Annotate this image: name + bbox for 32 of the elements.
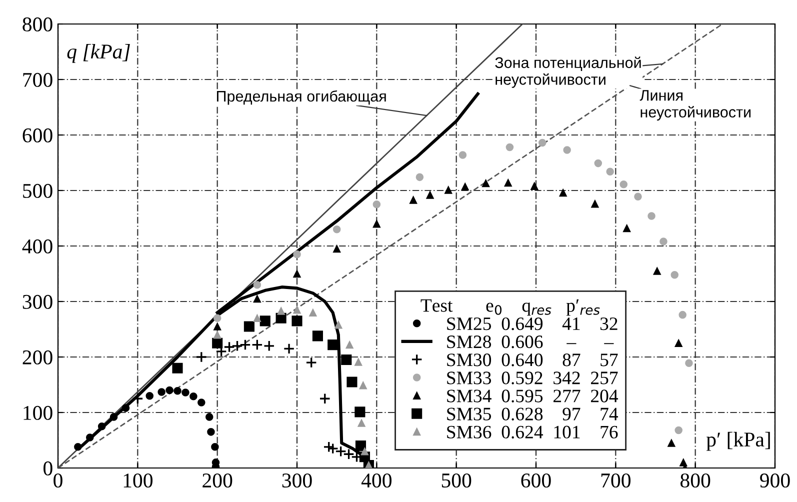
legend-label: SM35 0.628 97 74: [447, 408, 618, 420]
y-tick-label: 700: [23, 72, 52, 87]
annotation: Линия неустойчивости: [640, 90, 750, 121]
y-axis-title: q [kPa]: [67, 44, 130, 63]
y-tick-label: 400: [22, 239, 52, 254]
legend-label: SM30 0.640 87 57: [447, 354, 618, 366]
y-tick-label: 100: [24, 406, 52, 420]
y-tick-label: 600: [22, 128, 52, 142]
legend-label: SM34 0.595 277 204: [447, 390, 618, 402]
y-tick-label: 0: [44, 461, 52, 476]
x-tick-label: 300: [282, 473, 312, 488]
annotation: Зона потенциальной неустойчивости: [495, 56, 641, 88]
y-tick-label: 200: [22, 350, 52, 364]
annotation: Предельная огибающая: [216, 90, 386, 105]
x-tick-label: 700: [601, 473, 630, 488]
x-tick-label: 200: [202, 473, 232, 488]
x-tick-label: 900: [760, 473, 790, 488]
x-axis-title: p′ [kPa]: [706, 432, 770, 451]
x-tick-label: 400: [361, 473, 392, 488]
legend-label: SM36 0.624 101 76: [447, 426, 618, 439]
text: Test e$_{0}$ q$_{res}$ p′$_{res}$: [420, 299, 600, 316]
legend-label: SM25 0.649 41 32: [447, 317, 618, 330]
x-tick-label: 800: [680, 473, 710, 488]
y-tick-label: 300: [22, 294, 52, 309]
x-tick-label: 500: [442, 473, 472, 488]
x-tick-label: 0: [54, 473, 62, 488]
y-tick-label: 500: [23, 184, 52, 198]
legend-label: SM33 0.592 342 257: [447, 372, 618, 384]
legend-label: SM28 0.606 – –: [447, 336, 614, 348]
x-tick-label: 100: [124, 473, 152, 488]
y-tick-label: 800: [22, 17, 52, 32]
x-tick-label: 600: [521, 473, 551, 488]
